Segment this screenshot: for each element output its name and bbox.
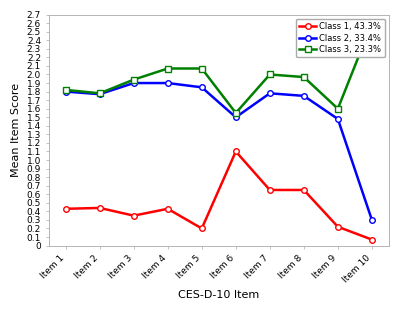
Legend: Class 1, 43.3%, Class 2, 33.4%, Class 3, 23.3%: Class 1, 43.3%, Class 2, 33.4%, Class 3,…	[296, 19, 385, 58]
Class 3, 23.3%	[268, 73, 272, 77]
Class 2, 33.4%	[233, 115, 238, 119]
Class 1, 43.3%	[233, 150, 238, 153]
Class 2, 33.4%	[97, 92, 102, 96]
Class 2, 33.4%	[370, 218, 374, 222]
Class 3, 23.3%	[131, 78, 136, 81]
Class 1, 43.3%	[268, 188, 272, 192]
X-axis label: CES-D-10 Item: CES-D-10 Item	[178, 290, 260, 300]
Class 1, 43.3%	[165, 207, 170, 211]
Line: Class 2, 33.4%: Class 2, 33.4%	[63, 80, 375, 223]
Class 2, 33.4%	[268, 91, 272, 95]
Class 3, 23.3%	[63, 88, 68, 92]
Class 1, 43.3%	[336, 225, 340, 229]
Class 3, 23.3%	[233, 111, 238, 115]
Class 2, 33.4%	[302, 94, 306, 98]
Class 2, 33.4%	[336, 117, 340, 121]
Class 3, 23.3%	[302, 75, 306, 79]
Class 1, 43.3%	[370, 238, 374, 241]
Y-axis label: Mean Item Score: Mean Item Score	[11, 83, 21, 177]
Class 2, 33.4%	[63, 90, 68, 94]
Class 3, 23.3%	[165, 67, 170, 70]
Class 2, 33.4%	[165, 81, 170, 85]
Class 1, 43.3%	[63, 207, 68, 211]
Line: Class 3, 23.3%: Class 3, 23.3%	[63, 21, 375, 116]
Line: Class 1, 43.3%: Class 1, 43.3%	[63, 149, 375, 242]
Class 1, 43.3%	[302, 188, 306, 192]
Class 3, 23.3%	[97, 91, 102, 95]
Class 3, 23.3%	[336, 107, 340, 111]
Class 1, 43.3%	[199, 227, 204, 230]
Class 1, 43.3%	[97, 206, 102, 210]
Class 3, 23.3%	[370, 21, 374, 25]
Class 2, 33.4%	[199, 86, 204, 89]
Class 2, 33.4%	[131, 81, 136, 85]
Class 3, 23.3%	[199, 67, 204, 70]
Class 1, 43.3%	[131, 214, 136, 217]
